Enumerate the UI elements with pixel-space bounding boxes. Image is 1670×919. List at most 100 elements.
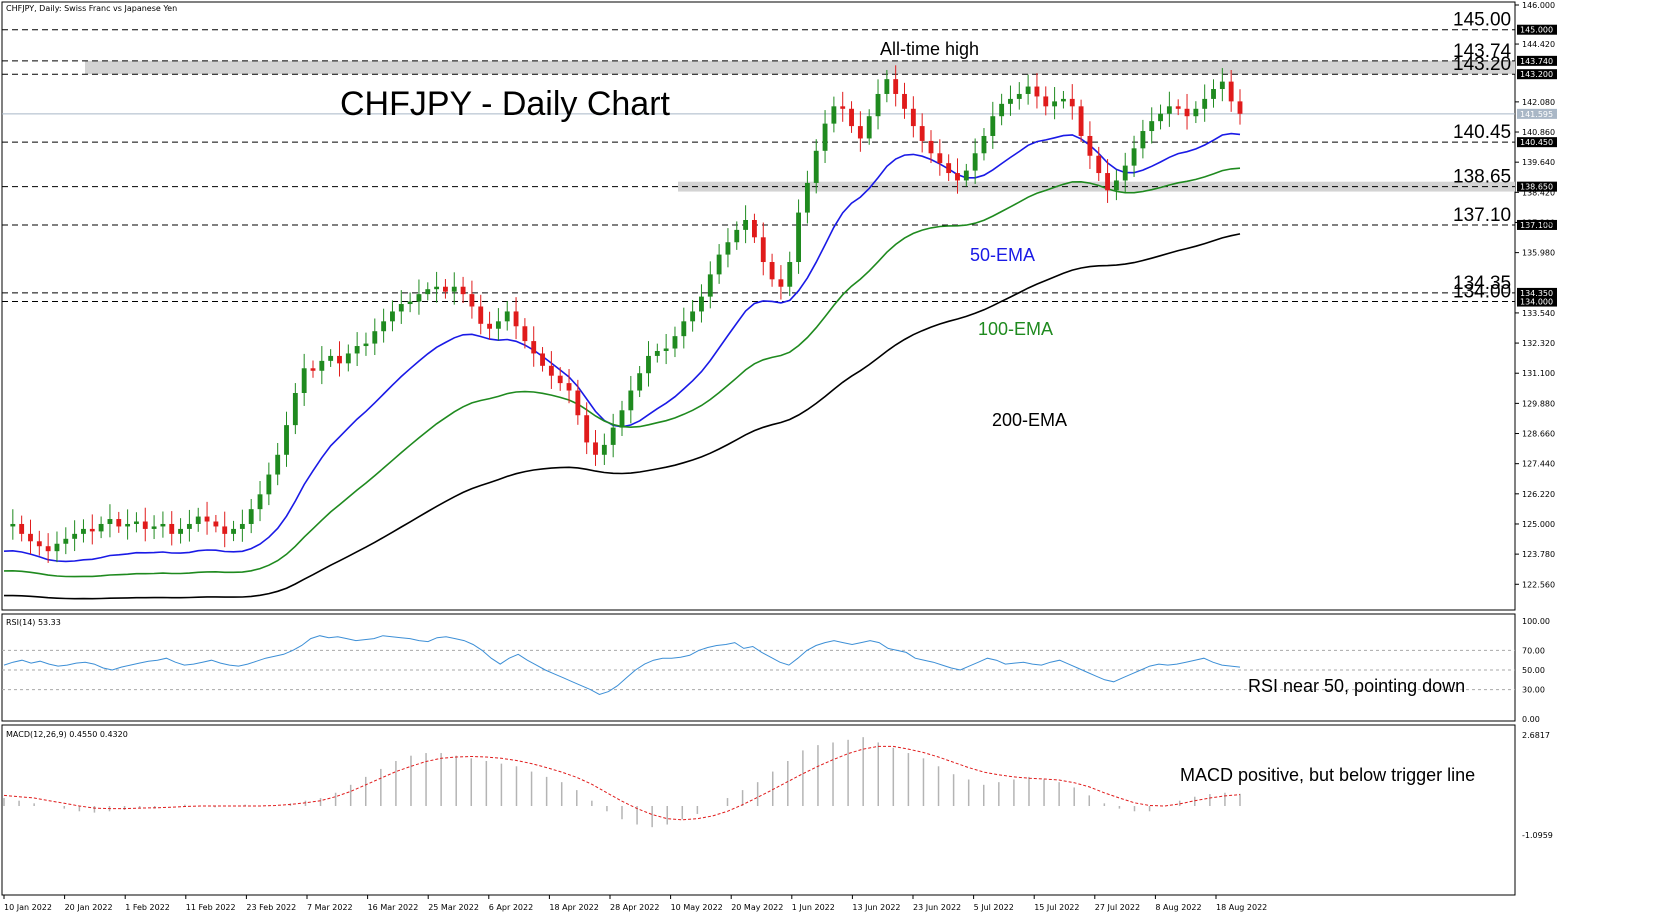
candle-bear <box>1043 96 1049 107</box>
candle-bear <box>36 541 42 547</box>
ema100-label: 100-EMA <box>978 319 1053 339</box>
price-tag-text: 134.000 <box>1520 298 1553 307</box>
macd-panel <box>1 724 1516 896</box>
candle-bear <box>513 311 519 327</box>
scale-tick-label: 126.220 <box>1522 490 1555 499</box>
candle-bull <box>1122 165 1128 181</box>
rsi-line <box>3 635 1241 696</box>
scale-tick-label: 122.560 <box>1522 580 1555 589</box>
ema200-line <box>4 233 1241 600</box>
candle-bull <box>134 521 139 524</box>
scale-tick-label: 144.420 <box>1522 40 1555 49</box>
candle-bull <box>813 150 819 183</box>
candle-bear <box>204 516 210 522</box>
price-tag-text: 140.450 <box>1520 138 1553 147</box>
candle-bear <box>1105 173 1110 191</box>
level-label: 137.10 <box>1453 205 1511 226</box>
candle-bear <box>169 523 175 534</box>
candle-bull <box>734 229 740 243</box>
current-price-tag-text: 141.595 <box>1520 110 1553 119</box>
candle-bear <box>769 262 775 280</box>
candle-bear <box>337 355 342 364</box>
candle-bear <box>1034 86 1040 97</box>
candle-bull <box>619 410 625 428</box>
scale-tick-label: 135.980 <box>1522 249 1555 258</box>
x-tick-label: 1 Jun 2022 <box>792 903 835 912</box>
candle-bull <box>1219 81 1225 90</box>
rsi-tick-label: 100.00 <box>1522 617 1550 626</box>
candle-bull <box>875 93 881 117</box>
macd-label: MACD(12,26,9) 0.4550 0.4320 <box>6 730 128 739</box>
candle-bear <box>778 279 784 287</box>
x-tick-label: 7 Mar 2022 <box>307 903 353 912</box>
scale-tick-label: 139.640 <box>1522 158 1555 167</box>
candle-bear <box>89 528 95 532</box>
scale-tick-label: 146.000 <box>1522 1 1555 10</box>
macd-note: MACD positive, but below trigger line <box>1180 765 1475 785</box>
candle-bear <box>575 390 581 416</box>
scale-tick-label: 132.320 <box>1522 339 1555 348</box>
candle-bear <box>893 79 899 94</box>
candle-bull <box>248 509 254 524</box>
candle-bear <box>849 108 854 127</box>
candle-bear <box>116 519 122 527</box>
price-tag-text: 138.650 <box>1520 183 1553 192</box>
candle-bull <box>354 346 360 354</box>
candle-bull <box>999 103 1005 117</box>
candle-bull <box>1016 93 1022 99</box>
candle-bull <box>451 286 457 292</box>
candle-bull <box>72 533 78 539</box>
x-tick-label: 18 Apr 2022 <box>549 903 598 912</box>
candle-bull <box>866 116 872 139</box>
candle-bull <box>1149 121 1155 132</box>
candle-bull <box>743 220 749 230</box>
candle-bull <box>195 516 201 524</box>
candle-bull <box>390 311 395 322</box>
price-tag-text: 137.100 <box>1520 221 1553 230</box>
candle-bear <box>902 93 907 109</box>
candle-bull <box>690 311 696 322</box>
x-tick-label: 20 Jan 2022 <box>65 903 113 912</box>
candle-bull <box>266 474 272 495</box>
rsi-tick-label: 70.00 <box>1522 646 1545 655</box>
candle-bull <box>63 538 69 544</box>
macd-tick-label: -1.0959 <box>1522 831 1553 840</box>
x-tick-label: 28 Apr 2022 <box>610 903 659 912</box>
x-tick-label: 16 Mar 2022 <box>368 903 419 912</box>
candle-bull <box>239 523 245 529</box>
candle-bear <box>142 521 148 529</box>
candle-bull <box>963 170 969 181</box>
candle-bear <box>1087 135 1093 156</box>
macd-tick-label: 2.6817 <box>1522 731 1550 740</box>
candle-bear <box>443 286 448 292</box>
level-label: 145.00 <box>1453 10 1511 31</box>
candle-bull <box>107 519 113 524</box>
scale-tick-label: 128.660 <box>1522 430 1555 439</box>
x-tick-label: 11 Feb 2022 <box>186 903 236 912</box>
candle-bull <box>822 123 828 151</box>
candle-bull <box>1193 108 1199 117</box>
candle-bear <box>919 126 925 141</box>
candle-bull <box>884 79 890 94</box>
candle-bull <box>275 454 281 475</box>
scale-tick-label: 142.080 <box>1522 98 1555 107</box>
rsi-tick-label: 0.00 <box>1522 715 1540 724</box>
rsi-panel <box>1 613 1516 722</box>
scale-tick-label: 129.880 <box>1522 399 1555 408</box>
candle-bull <box>345 353 351 364</box>
candle-bull <box>610 427 616 445</box>
scale-tick-label: 133.540 <box>1522 309 1555 318</box>
candle-bear <box>1237 101 1243 114</box>
candle-bull <box>495 321 501 329</box>
candle-bear <box>45 546 51 552</box>
candle-bear <box>857 126 863 139</box>
candle-bear <box>910 108 916 127</box>
candle-bull <box>372 331 378 344</box>
chart-title: CHFJPY - Daily Chart <box>340 85 671 123</box>
candle-bull <box>504 311 510 322</box>
candle-bear <box>1228 81 1234 102</box>
level-label: 140.45 <box>1453 122 1511 143</box>
candle-bull <box>257 494 263 510</box>
candle-bear <box>531 341 537 354</box>
candle-bear <box>460 286 466 295</box>
